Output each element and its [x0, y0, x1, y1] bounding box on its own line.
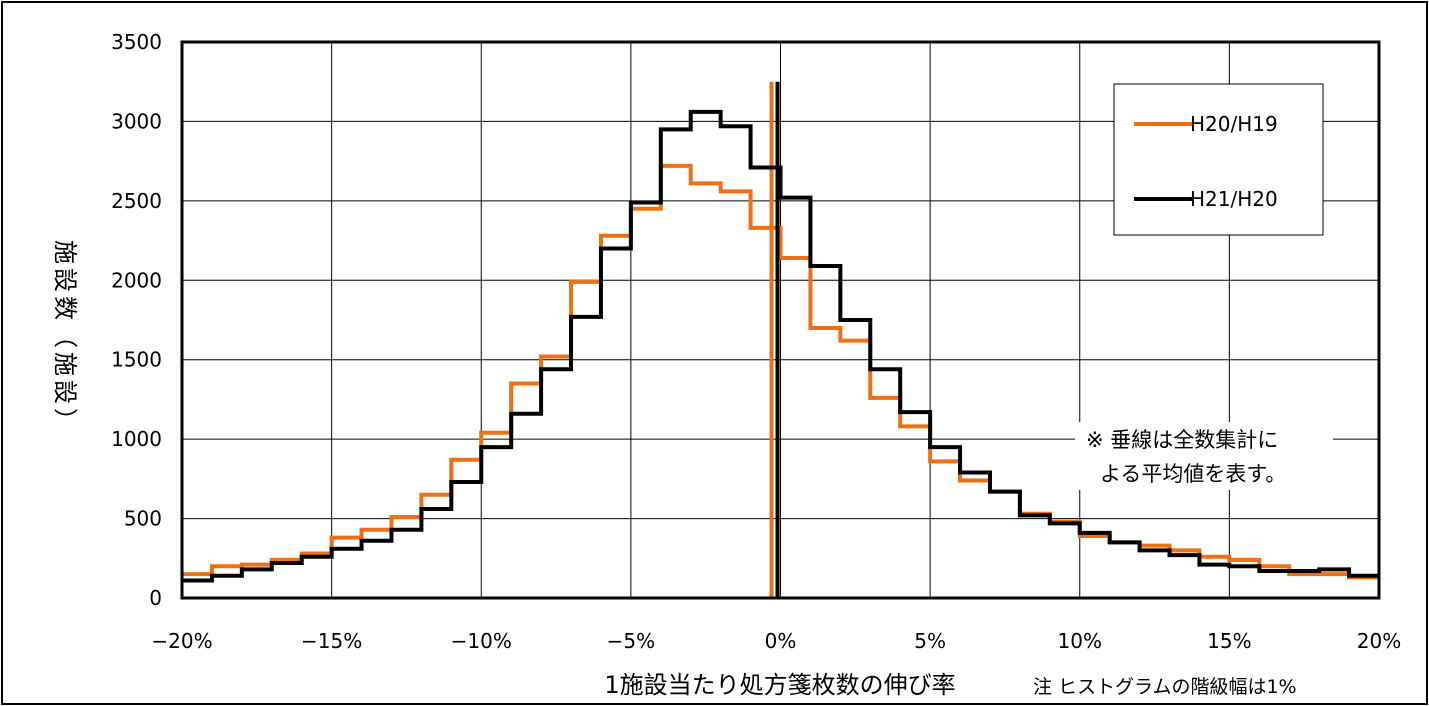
y-axis-title: 施設数（施設）: [51, 240, 79, 436]
y-tick-label: 1000: [111, 427, 162, 451]
x-tick-label: 0%: [765, 629, 797, 653]
plot-frame: [180, 40, 1381, 600]
x-axis-title: 1施設当たり処方箋枚数の伸び率: [604, 671, 955, 699]
legend-label-h21-h20: H21/H20: [1190, 187, 1278, 211]
legend-label-h20-h19: H20/H19: [1190, 112, 1278, 136]
x-tick-label: −5%: [607, 629, 656, 653]
y-tick-label: 500: [124, 507, 162, 531]
y-tick-label: 2500: [111, 189, 162, 213]
x-tick-label: 15%: [1207, 629, 1251, 653]
x-tick-label: −15%: [301, 629, 362, 653]
annotation-box: ※ 垂線は全数集計に よる平均値を表す。: [1075, 422, 1333, 490]
series-step-line-h21-h20: [182, 109, 1379, 583]
y-tick-label: 3000: [111, 109, 162, 133]
y-axis-ticks: 0 500 1000 1500 2000 2500 3000 3500: [111, 30, 162, 610]
x-tick-label: −20%: [151, 629, 212, 653]
y-tick-label: 1500: [111, 348, 162, 372]
y-tick-label: 3500: [111, 30, 162, 54]
y-tick-label: 0: [149, 586, 162, 610]
y-axis-title-text: 施設数（施設）: [51, 240, 79, 436]
y-tick-label: 2000: [111, 268, 162, 292]
x-tick-label: −10%: [451, 629, 512, 653]
gridlines: [182, 42, 1379, 598]
legend: H20/H19 H21/H20: [1113, 83, 1324, 236]
annotation-line-1: ※ 垂線は全数集計に: [1086, 428, 1278, 452]
x-tick-label: 10%: [1058, 629, 1102, 653]
legend-box: [1113, 83, 1324, 236]
x-tick-label: 5%: [914, 629, 946, 653]
x-tick-label: 20%: [1357, 629, 1401, 653]
annotation-background: [1075, 422, 1333, 490]
series-layer: [182, 81, 1379, 598]
annotation-line-2: よる平均値を表す。: [1100, 462, 1286, 486]
histogram-note: 注 ヒストグラムの階級幅は1%: [1033, 676, 1297, 698]
x-axis-ticks: −20% −15% −10% −5% 0% 5% 10% 15% 20%: [151, 629, 1401, 653]
